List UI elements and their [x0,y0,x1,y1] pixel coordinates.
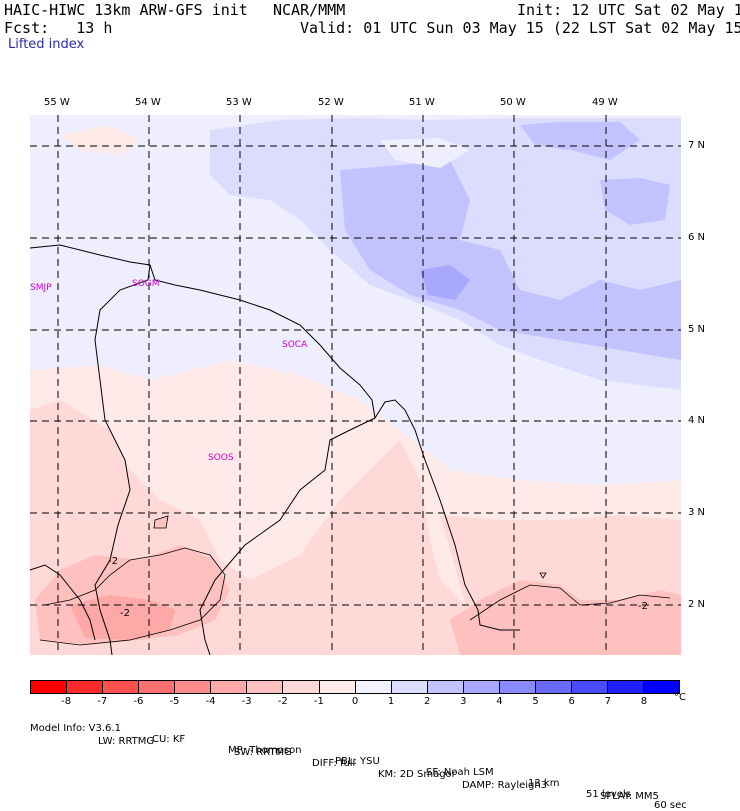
colorbar-label: 8 [640,696,648,707]
footer-item: DAMP: Rayleigh3 [462,780,548,791]
footer-line2: LW: RRTMG SW: RRTMG DIFF: full KM: 2D Sm… [30,725,700,802]
lat-label: 7 N [688,140,706,151]
lat-label: 4 N [688,415,706,426]
colorbar-swatch [463,681,500,693]
footer-item: SW: RRTMG [234,747,292,758]
colorbar-swatch [283,681,320,693]
contour-line [539,572,547,579]
lon-label: 50 W [500,97,526,108]
colorbar-label: -2 [277,696,288,707]
border-line [30,564,96,641]
warm-region [450,580,681,655]
footer-item: SFLAY: MM5 [600,791,659,802]
contour-line [469,584,671,621]
lon-label: 55 W [44,97,70,108]
colorbar-swatch [319,681,356,693]
model-title: HAIC-HIWC 13km ARW-GFS init [4,1,248,19]
contour-label: -2 [120,608,130,619]
border-line [199,417,376,655]
colorbar-label: 1 [387,696,395,707]
colorbar-label: -6 [133,696,144,707]
footer-item: LW: RRTMG [98,736,155,747]
init-time: Init: 12 UTC Sat 02 May 15 [517,1,740,19]
valid-time: Valid: 01 UTC Sun 03 May 15 (22 LST Sat … [300,19,740,37]
field-name: Lifted index [8,37,85,52]
station-label: SOGM [132,279,160,289]
warm-region [154,517,168,528]
contour-line [39,547,226,646]
station-label: SOOS [208,453,234,463]
colorbar-label: 2 [424,696,431,707]
colorbar-label: -5 [169,696,180,707]
colorbar-swatch [391,681,428,693]
colorbar-swatch [67,681,104,693]
contour-line [153,515,169,529]
footer-item: KM: 2D Smagor [378,769,456,780]
border-line [94,264,151,655]
contour-label: -2 [638,601,648,612]
lon-label: 49 W [592,97,618,108]
lat-label: 5 N [688,324,706,335]
lon-label: 52 W [318,97,344,108]
coastline [30,244,520,631]
colorbar-label: -3 [241,696,252,707]
colorbar-unit: °C [674,692,686,703]
cool-region [420,265,470,300]
colorbar-label: 7 [604,696,611,707]
colorbar-swatch [355,681,392,693]
station-label: SMJP [30,283,52,293]
cool-region [600,178,670,225]
colorbar-swatch [608,681,645,693]
colorbar-label: 5 [532,696,539,707]
lat-label: 2 N [688,599,706,610]
colorbar-label: 4 [496,696,503,707]
cool-region [340,160,681,360]
colorbar-label: -8 [61,696,72,707]
lat-label: 6 N [688,232,706,243]
colorbar-label: 6 [568,696,575,707]
warm-region [60,125,140,155]
warm-region [70,595,175,640]
colorbar-label: -4 [205,696,216,707]
colorbar-label: 0 [351,696,359,707]
organization: NCAR/MMM [273,1,346,19]
lat-label: 3 N [688,507,706,518]
lon-label: 54 W [135,97,161,108]
colorbar-swatch [427,681,464,693]
lifted-index-map [30,115,681,655]
station-label: SOCA [282,340,308,350]
lon-label: 51 W [409,97,435,108]
lon-label: 53 W [226,97,252,108]
colorbar-swatch [31,681,68,693]
colorbar-swatch [499,681,536,693]
footer-item: Model Info: V3.6.1 [30,723,121,734]
colorbar-swatch [247,681,284,693]
colorbar-swatch [571,681,608,693]
contour-label: -2 [108,556,118,567]
colorbar-label: 3 [460,696,467,707]
colorbar-swatch [535,681,572,693]
colorbar-swatch [211,681,248,693]
forecast-hour: Fcst: 13 h [4,19,113,37]
colorbar-swatch [139,681,176,693]
colorbar-swatch [175,681,212,693]
colorbar-swatch [103,681,140,693]
colorbar [30,680,680,694]
cool-region [520,122,640,160]
colorbar-swatch [644,681,680,693]
colorbar-label: -7 [97,696,108,707]
footer-item: DIFF: full [312,758,356,769]
colorbar-label: -1 [313,696,324,707]
